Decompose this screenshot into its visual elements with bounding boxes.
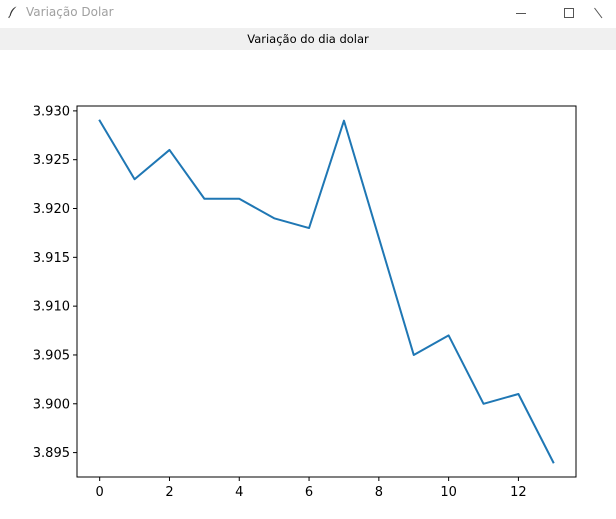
close-icon [594,7,603,19]
window-titlebar[interactable]: Variação Dolar [0,0,616,26]
x-tick-label: 6 [305,485,313,500]
close-button[interactable] [594,0,616,26]
maximize-icon [564,8,574,18]
series-line [98,119,555,464]
chart-label: Variação do dia dolar [247,32,369,46]
label-bar: Variação do dia dolar [0,28,616,50]
x-tick-label: 8 [375,485,383,500]
x-tick-label: 2 [165,485,173,500]
x-tick-label: 4 [235,485,243,500]
y-tick-label: 3.915 [33,251,70,266]
minimize-icon [516,13,526,14]
y-tick-label: 3.920 [33,202,70,217]
y-tick-label: 3.925 [33,153,70,168]
x-tick-label: 10 [440,485,457,500]
window-title: Variação Dolar [26,5,114,19]
plot-frame [76,105,577,478]
y-tick-label: 3.900 [33,397,70,412]
feather-icon [8,6,17,19]
y-tick-label: 3.895 [33,446,70,461]
minimize-button[interactable] [498,0,544,26]
x-tick-label: 0 [96,485,104,500]
y-tick-label: 3.910 [33,300,70,315]
y-tick-label: 3.905 [33,348,70,363]
maximize-button[interactable] [546,0,592,26]
y-tick-label: 3.930 [33,104,70,119]
x-tick-label: 12 [510,485,527,500]
